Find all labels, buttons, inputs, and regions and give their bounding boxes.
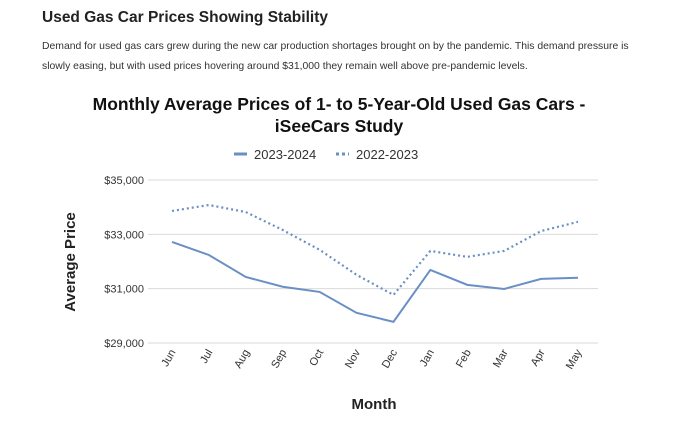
x-tick-label: Apr bbox=[529, 347, 548, 368]
series-line-2022-2023 bbox=[171, 203, 579, 297]
x-tick-label: Feb bbox=[454, 348, 474, 370]
x-tick-label: Mar bbox=[491, 347, 511, 370]
article-paragraph: Demand for used gas cars grew during the… bbox=[42, 41, 629, 72]
x-tick-label: Oct bbox=[307, 348, 326, 369]
x-axis-label: Month bbox=[352, 396, 397, 413]
y-tick-label: $35,000 bbox=[104, 175, 144, 187]
x-tick-label: Jun bbox=[159, 348, 178, 369]
x-tick-label: May bbox=[564, 347, 585, 371]
series-line-2023-2024 bbox=[171, 240, 579, 323]
x-ticks: Jun Jul Aug Sep Oct Nov Dec Jan Feb Mar Apr May bbox=[159, 347, 585, 371]
x-tick-label: Dec bbox=[380, 347, 400, 370]
x-tick-label: Aug bbox=[232, 348, 252, 371]
legend: 2023-2024 2022-2023 bbox=[234, 147, 418, 162]
grid: $29,000 $31,000 $33,000 $35,000 bbox=[104, 175, 598, 350]
y-axis-label: Average Price bbox=[62, 212, 79, 312]
x-tick-label: Jul bbox=[198, 348, 215, 366]
y-tick-label: $31,000 bbox=[104, 284, 144, 296]
article-heading: Used Gas Car Prices Showing Stability bbox=[42, 9, 328, 26]
legend-label: 2022-2023 bbox=[356, 147, 418, 162]
chart-title-line2: iSeeCars Study bbox=[275, 116, 404, 136]
legend-label: 2023-2024 bbox=[254, 147, 316, 162]
series-lines bbox=[171, 203, 579, 323]
x-tick-label: Nov bbox=[343, 347, 363, 370]
y-tick-label: $33,000 bbox=[104, 229, 144, 241]
y-tick-label: $29,000 bbox=[104, 338, 144, 350]
x-tick-label: Jan bbox=[418, 348, 437, 369]
x-tick-label: Sep bbox=[269, 348, 289, 371]
chart-title-line1: Monthly Average Prices of 1- to 5-Year-O… bbox=[93, 94, 586, 114]
